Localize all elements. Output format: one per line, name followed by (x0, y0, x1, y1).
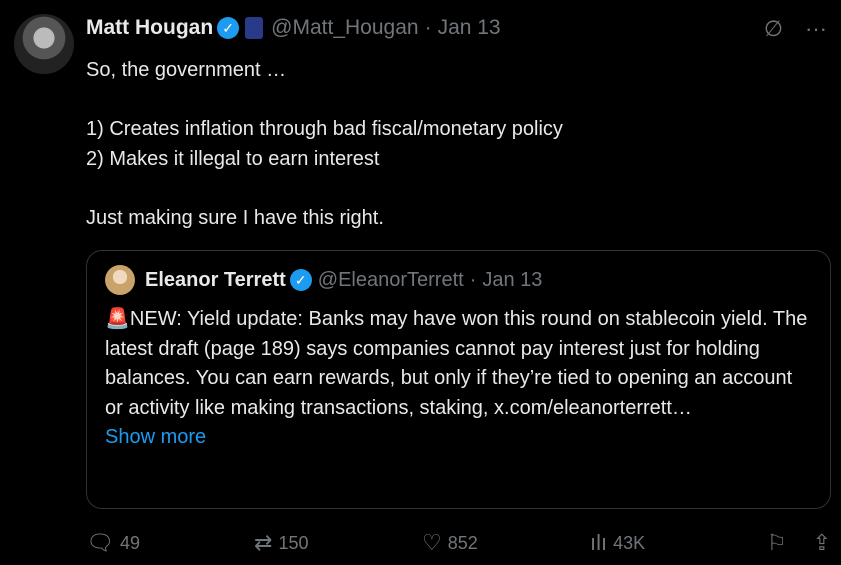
separator: · (469, 268, 477, 291)
view-count: 43K (613, 532, 646, 553)
reply-icon: 🗨︎ (86, 530, 114, 555)
repost-count: 150 (278, 532, 309, 553)
author-handle[interactable]: @Matt_Hougan (271, 16, 419, 39)
verified-icon: ✓ (217, 17, 240, 39)
affiliate-badge-icon[interactable] (245, 17, 264, 39)
heart-icon: ♡ (422, 530, 442, 555)
quote-handle: @EleanorTerrett (317, 268, 464, 291)
bookmark-icon[interactable]: ⚐ (766, 530, 787, 555)
like-count: 852 (447, 532, 478, 553)
grok-icon[interactable]: ∅ (763, 16, 784, 41)
quote-date: Jan 13 (482, 268, 543, 291)
repost-icon: ⇄ (254, 530, 273, 555)
views-button[interactable]: ılı 43K (590, 530, 758, 556)
views-icon: ılı (590, 530, 608, 555)
author-name[interactable]: Matt Hougan (86, 16, 214, 39)
repost-button[interactable]: ⇄ 150 (254, 530, 422, 556)
like-button[interactable]: ♡ 852 (422, 530, 590, 556)
quoted-tweet[interactable]: Eleanor Terrett ✓ @EleanorTerrett · Jan … (86, 250, 831, 509)
quote-author-name: Eleanor Terrett (145, 268, 286, 291)
reply-button[interactable]: 🗨︎ 49 (86, 530, 254, 556)
tweet-text: So, the government … 1) Creates inflatio… (86, 59, 563, 229)
verified-icon: ✓ (289, 269, 312, 291)
share-icon[interactable]: ⇪ (812, 530, 831, 555)
tweet-date[interactable]: Jan 13 (437, 16, 501, 39)
reply-count: 49 (119, 532, 140, 553)
separator: · (424, 16, 432, 39)
more-icon[interactable]: ··· (805, 16, 827, 41)
quote-text: NEW: Yield update: Banks may have won th… (105, 308, 808, 419)
quote-avatar (105, 265, 135, 295)
show-more-link[interactable]: Show more (105, 426, 207, 448)
tweet-header: Matt Hougan ✓ @Matt_Hougan · Jan 13 (86, 16, 501, 40)
avatar[interactable] (14, 14, 74, 74)
siren-emoji-icon: 🚨 (105, 308, 130, 330)
